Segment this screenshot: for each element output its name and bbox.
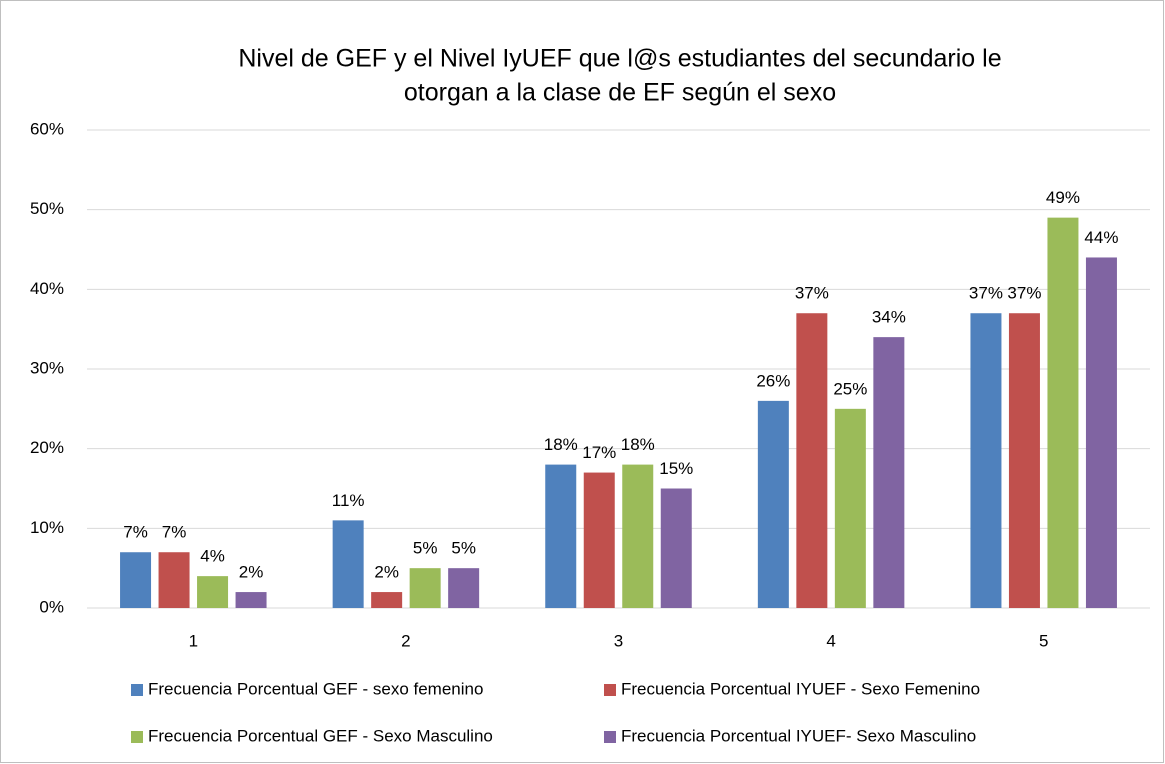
data-label: 2% [374,563,399,582]
data-label: 37% [1007,284,1041,303]
bar [796,313,828,608]
data-label: 5% [413,539,438,558]
bar [235,592,267,608]
bar [660,488,692,608]
bar [1085,257,1117,608]
y-tick-label: 50% [30,199,64,218]
bar [622,464,654,608]
bar [1047,217,1079,608]
legend-swatch [604,731,616,743]
data-label: 18% [621,435,655,454]
legend-swatch [131,684,143,696]
data-label: 2% [239,563,264,582]
data-label: 18% [544,435,578,454]
chart-title: otorgan a la clase de EF según el sexo [404,79,836,107]
bar [120,552,152,608]
bar [873,337,905,608]
data-label: 25% [833,379,867,398]
x-tick-label: 3 [614,631,623,650]
bar [197,576,229,608]
bar [545,464,577,608]
legend-swatch [131,731,143,743]
bar [583,472,615,608]
bar [332,520,364,608]
data-label: 5% [451,539,476,558]
data-label: 34% [872,308,906,327]
legend-label: Frecuencia Porcentual GEF - sexo femenin… [148,679,483,698]
x-tick-label: 5 [1039,631,1048,650]
legend-swatch [604,684,616,696]
data-label: 37% [969,284,1003,303]
x-tick-label: 4 [826,631,835,650]
data-label: 49% [1046,188,1080,207]
y-tick-label: 40% [30,279,64,298]
legend-label: Frecuencia Porcentual GEF - Sexo Masculi… [148,726,493,745]
data-label: 26% [756,371,790,390]
data-label: 44% [1084,228,1118,247]
legend-label: Frecuencia Porcentual IYUEF - Sexo Femen… [621,679,980,698]
x-tick-label: 1 [189,631,198,650]
bar [409,568,441,608]
data-label: 7% [123,523,148,542]
x-tick-label: 2 [401,631,410,650]
chart-title: Nivel de GEF y el Nivel IyUEF que l@s es… [238,45,1001,73]
bar [834,408,866,608]
data-label: 15% [659,459,693,478]
data-label: 7% [162,523,187,542]
y-tick-label: 10% [30,518,64,537]
bar [158,552,190,608]
bar [1008,313,1040,608]
data-label: 4% [200,547,225,566]
bar [757,400,789,608]
y-tick-label: 60% [30,119,64,138]
data-label: 11% [332,491,365,510]
y-tick-label: 30% [30,358,64,377]
legend-label: Frecuencia Porcentual IYUEF- Sexo Mascul… [621,726,976,745]
bar [371,592,403,608]
y-tick-label: 0% [39,597,64,616]
data-label: 37% [795,284,829,303]
y-tick-label: 20% [30,438,64,457]
bar [970,313,1002,608]
bar [448,568,480,608]
data-label: 17% [582,443,616,462]
